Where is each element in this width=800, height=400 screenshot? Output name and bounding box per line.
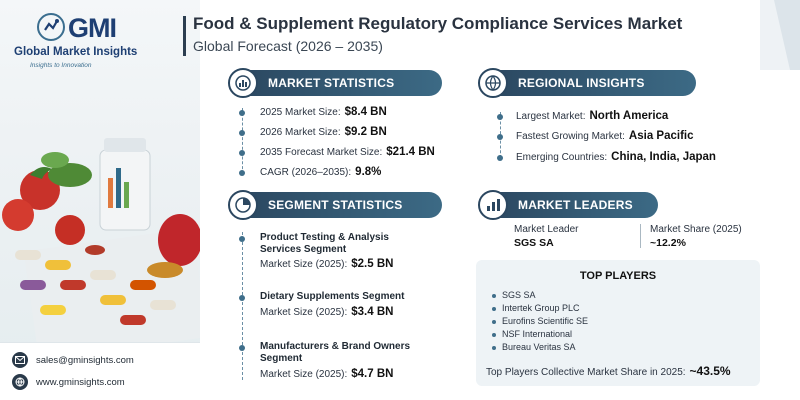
food-supplements-illustration [2, 138, 200, 350]
market-leaders-header: MARKET LEADERS [486, 192, 658, 218]
globe-small-icon [12, 374, 28, 390]
top-player-item: Eurofins Scientific SE [502, 316, 589, 326]
mail-icon [12, 352, 28, 368]
brand-name: Global Market Insights [14, 46, 138, 58]
timeline-dot [239, 170, 245, 176]
region-row: Largest Market: North America [516, 110, 669, 122]
regional-insights-title: REGIONAL INSIGHTS [518, 76, 645, 90]
pie-chart-icon [228, 190, 258, 220]
contacts: sales@gminsights.com www.gminsights.com [0, 342, 200, 400]
stats-timeline [242, 108, 243, 174]
region-row: Fastest Growing Market: Asia Pacific [516, 130, 694, 142]
stat-row: 2035 Forecast Market Size: $21.4 BN [260, 146, 435, 158]
market-leaders-section: MARKET LEADERS [478, 190, 658, 220]
timeline-dot [239, 110, 245, 116]
segment-value-row: Market Size (2025): $3.4 BN [260, 306, 394, 318]
timeline-dot [239, 130, 245, 136]
bullet [492, 307, 496, 311]
stat-row: 2026 Market Size: $9.2 BN [260, 126, 387, 138]
timeline-dot [497, 155, 503, 161]
segment-timeline [242, 232, 243, 380]
leader-chart-icon [478, 190, 508, 220]
segment-statistics-section: SEGMENT STATISTICS [228, 190, 442, 220]
stat-row: CAGR (2026–2035): 9.8% [260, 166, 382, 178]
stat-row: 2025 Market Size: $8.4 BN [260, 106, 387, 118]
segment-statistics-title: SEGMENT STATISTICS [268, 198, 403, 212]
top-players-share-label: Top Players Collective Market Share in 2… [486, 367, 686, 378]
title-accent-bar [183, 16, 186, 56]
market-statistics-title: MARKET STATISTICS [268, 76, 395, 90]
segment-statistics-header: SEGMENT STATISTICS [236, 192, 442, 218]
segment-title: Dietary Supplements Segment [260, 291, 405, 302]
regional-insights-header: REGIONAL INSIGHTS [486, 70, 696, 96]
leader-divider [640, 224, 641, 248]
top-player-item: Bureau Veritas SA [502, 342, 576, 352]
top-player-item: NSF International [502, 329, 573, 339]
bullet [492, 333, 496, 337]
share-label: Market Share (2025) [650, 224, 742, 235]
globe-icon [478, 68, 508, 98]
timeline-dot [239, 150, 245, 156]
region-row: Emerging Countries: China, India, Japan [516, 151, 716, 163]
leader-label: Market Leader [514, 224, 579, 235]
segment-title: Product Testing & Analysis Services Segm… [260, 232, 389, 255]
bullet [492, 294, 496, 298]
logo-mark-icon [37, 13, 65, 41]
top-players-box: TOP PLAYERS SGS SA Intertek Group PLC Eu… [476, 260, 760, 386]
left-panel: GMI Global Market Insights Insights to I… [0, 0, 200, 400]
brand-tagline: Insights to Innovation [30, 62, 92, 69]
segment-value-row: Market Size (2025): $2.5 BN [260, 258, 394, 270]
top-players-title: TOP PLAYERS [579, 270, 657, 282]
email-text: sales@gminsights.com [36, 354, 134, 366]
segment-value-row: Market Size (2025): $4.7 BN [260, 368, 394, 380]
page-title: Food & Supplement Regulatory Compliance … [193, 14, 683, 33]
timeline-dot [239, 295, 245, 301]
bullet [492, 346, 496, 350]
bullet [492, 320, 496, 324]
website-text: www.gminsights.com [36, 376, 125, 388]
corner-decoration [760, 0, 800, 70]
timeline-dot [497, 114, 503, 120]
timeline-dot [239, 345, 245, 351]
page-subtitle: Global Forecast (2026 – 2035) [193, 38, 383, 54]
share-value: ~12.2% [650, 237, 686, 249]
timeline-dot [497, 134, 503, 140]
logo: GMI Global Market Insights Insights to I… [14, 12, 174, 82]
top-players-share: Top Players Collective Market Share in 2… [486, 364, 731, 378]
timeline-dot [239, 236, 245, 242]
logo-text: GMI [68, 13, 117, 43]
email-contact[interactable]: sales@gminsights.com [12, 351, 134, 369]
leader-value: SGS SA [514, 237, 554, 249]
top-player-item: Intertek Group PLC [502, 303, 580, 313]
website-contact[interactable]: www.gminsights.com [12, 373, 125, 391]
market-leaders-title: MARKET LEADERS [518, 198, 633, 212]
top-player-item: SGS SA [502, 290, 536, 300]
globe-bars-icon [228, 68, 258, 98]
segment-title: Manufacturers & Brand Owners Segment [260, 341, 411, 364]
top-players-share-value: ~43.5% [689, 364, 731, 378]
market-statistics-header: MARKET STATISTICS [236, 70, 442, 96]
regional-insights-section: REGIONAL INSIGHTS [478, 68, 696, 98]
market-statistics-section: MARKET STATISTICS [228, 68, 442, 98]
